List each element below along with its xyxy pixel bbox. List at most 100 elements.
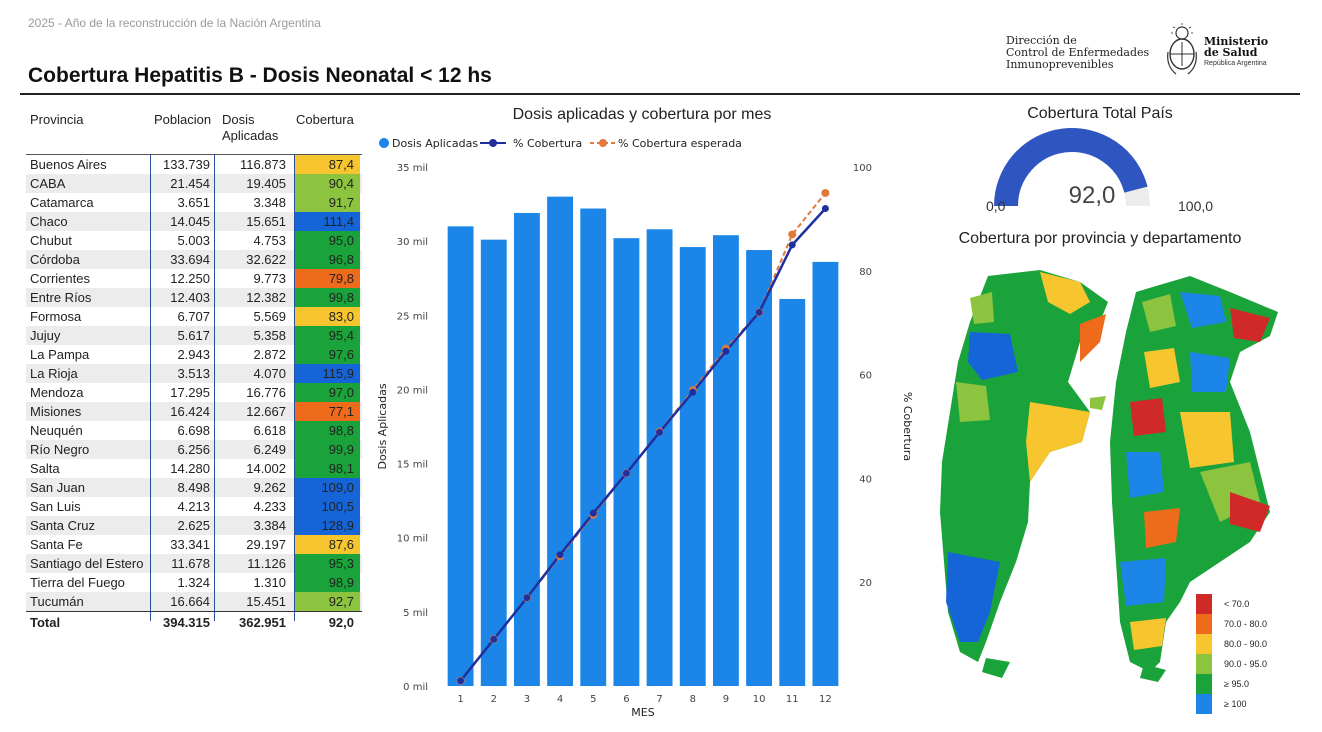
legend-swatch (1196, 594, 1212, 614)
table-row: Salta 14.280 14.002 98,1 (26, 459, 362, 478)
y2-tick-label: 80 (859, 267, 872, 278)
bar (580, 208, 607, 686)
legend-label-esperada: % Cobertura esperada (618, 137, 742, 150)
cell-dosis: 12.382 (246, 290, 286, 305)
cell-provincia: Salta (30, 461, 60, 476)
gauge-min: 0,0 (986, 198, 1006, 214)
table-row: La Rioja 3.513 4.070 115,9 (26, 364, 362, 383)
cell-poblacion: 16.664 (170, 594, 210, 609)
cell-poblacion: 5.003 (177, 233, 210, 248)
cell-dosis: 4.753 (253, 233, 286, 248)
table-row: Formosa 6.707 5.569 83,0 (26, 307, 362, 326)
table-row: Tierra del Fuego 1.324 1.310 98,9 (26, 573, 362, 592)
cell-provincia: Chaco (30, 214, 68, 229)
legend-label: < 70.0 (1224, 599, 1250, 609)
y-tick-label: 0 mil (403, 682, 428, 693)
cell-cobertura: 90,4 (294, 174, 360, 193)
cell-provincia: Tierra del Fuego (30, 575, 125, 590)
cell-dosis: 9.773 (253, 271, 286, 286)
total-cobertura: 92,0 (328, 615, 354, 630)
cell-dosis: 11.126 (247, 556, 286, 571)
x-tick-label: 3 (524, 694, 530, 705)
cell-cobertura: 128,9 (294, 516, 360, 535)
cell-dosis: 29.197 (246, 537, 286, 552)
coverage-maps (940, 270, 1278, 682)
cell-dosis: 14.002 (246, 461, 286, 476)
bar (480, 239, 507, 686)
legend-swatch (1196, 674, 1212, 694)
cell-provincia: San Juan (30, 480, 85, 495)
cell-poblacion: 11.678 (171, 556, 210, 571)
legend-marker-esperada-dot (599, 139, 607, 147)
x-tick-label: 6 (623, 694, 629, 705)
cell-poblacion: 14.280 (170, 461, 210, 476)
table-row: San Luis 4.213 4.233 100,5 (26, 497, 362, 516)
cell-poblacion: 33.341 (170, 537, 210, 552)
table-row: Entre Ríos 12.403 12.382 99,8 (26, 288, 362, 307)
x-tick-label: 11 (786, 694, 799, 705)
cell-poblacion: 14.045 (170, 214, 210, 229)
table-row: Neuquén 6.698 6.618 98,8 (26, 421, 362, 440)
cell-cobertura: 79,8 (294, 269, 360, 288)
cell-provincia: Santa Fe (30, 537, 83, 552)
coverage-point (457, 677, 465, 685)
cell-provincia: Catamarca (30, 195, 94, 210)
cell-poblacion: 17.295 (170, 385, 210, 400)
map-title: Cobertura por provincia y departamento (958, 230, 1242, 247)
doses-coverage-chart: Dosis Aplicadas % Cobertura % Cobertura es… (376, 137, 914, 719)
legend-label-dosis: Dosis Aplicadas (392, 137, 478, 150)
cell-poblacion: 8.498 (177, 480, 210, 495)
ministry-subtitle: República Argentina (1204, 60, 1267, 67)
legend-swatch (1196, 634, 1212, 654)
table-row: Jujuy 5.617 5.358 95,4 (26, 326, 362, 345)
cell-dosis: 3.384 (253, 518, 286, 533)
table-row: Misiones 16.424 12.667 77,1 (26, 402, 362, 421)
title-divider (20, 93, 1300, 95)
header-poblacion: Poblacion (154, 112, 212, 127)
legend-swatch (1196, 614, 1212, 634)
expected-coverage-point (788, 230, 797, 239)
cell-cobertura: 98,9 (294, 573, 360, 592)
cell-provincia: Mendoza (30, 385, 84, 400)
y-axis-title: Dosis Aplicadas (376, 383, 389, 469)
cell-dosis: 5.358 (253, 328, 286, 343)
ministry-line-2: de Salud (1204, 46, 1258, 59)
tagline: 2025 - Año de la reconstrucción de la Na… (28, 16, 321, 30)
x-tick-label: 5 (590, 694, 596, 705)
cell-cobertura: 97,6 (294, 345, 360, 364)
cell-dosis: 12.667 (246, 404, 286, 419)
column-divider (294, 154, 295, 621)
gauge-title: Cobertura Total País (1027, 105, 1173, 122)
cell-dosis: 15.451 (246, 594, 286, 609)
cell-provincia: Chubut (30, 233, 72, 248)
table-row: Santiago del Estero 11.678 11.126 95,3 (26, 554, 362, 573)
cell-provincia: Formosa (30, 309, 82, 324)
y2-tick-label: 60 (859, 371, 872, 382)
table-row: Buenos Aires 133.739 116.873 87,4 (26, 155, 362, 174)
cell-cobertura: 96,8 (294, 250, 360, 269)
cell-provincia: Río Negro (30, 442, 90, 457)
header-provincia: Provincia (30, 112, 84, 127)
cell-poblacion: 2.625 (177, 518, 210, 533)
legend-swatch (1196, 654, 1212, 674)
cell-dosis: 9.262 (253, 480, 286, 495)
column-divider (150, 154, 151, 621)
legend-swatch (1196, 694, 1212, 714)
table-row: Mendoza 17.295 16.776 97,0 (26, 383, 362, 402)
cell-provincia: Misiones (30, 404, 82, 419)
coverage-point (490, 635, 498, 643)
table-row: Chaco 14.045 15.651 111,4 (26, 212, 362, 231)
header-dosis: Dosis Aplicadas (222, 112, 278, 144)
table-row: CABA 21.454 19.405 90,4 (26, 174, 362, 193)
gauge-fill (994, 128, 1148, 207)
department-line-3: Inmunoprevenibles (1006, 58, 1114, 71)
total-label: Total (30, 615, 61, 630)
legend-label-cobertura: % Cobertura (513, 137, 582, 150)
bar (513, 212, 540, 686)
cell-provincia: La Rioja (30, 366, 78, 381)
header-dosis-line-2: Aplicadas (222, 128, 279, 143)
cell-cobertura: 99,9 (294, 440, 360, 459)
coverage-point (656, 428, 664, 436)
y-tick-label: 15 mil (397, 460, 428, 471)
legend-label: 90.0 - 95.0 (1224, 659, 1268, 669)
